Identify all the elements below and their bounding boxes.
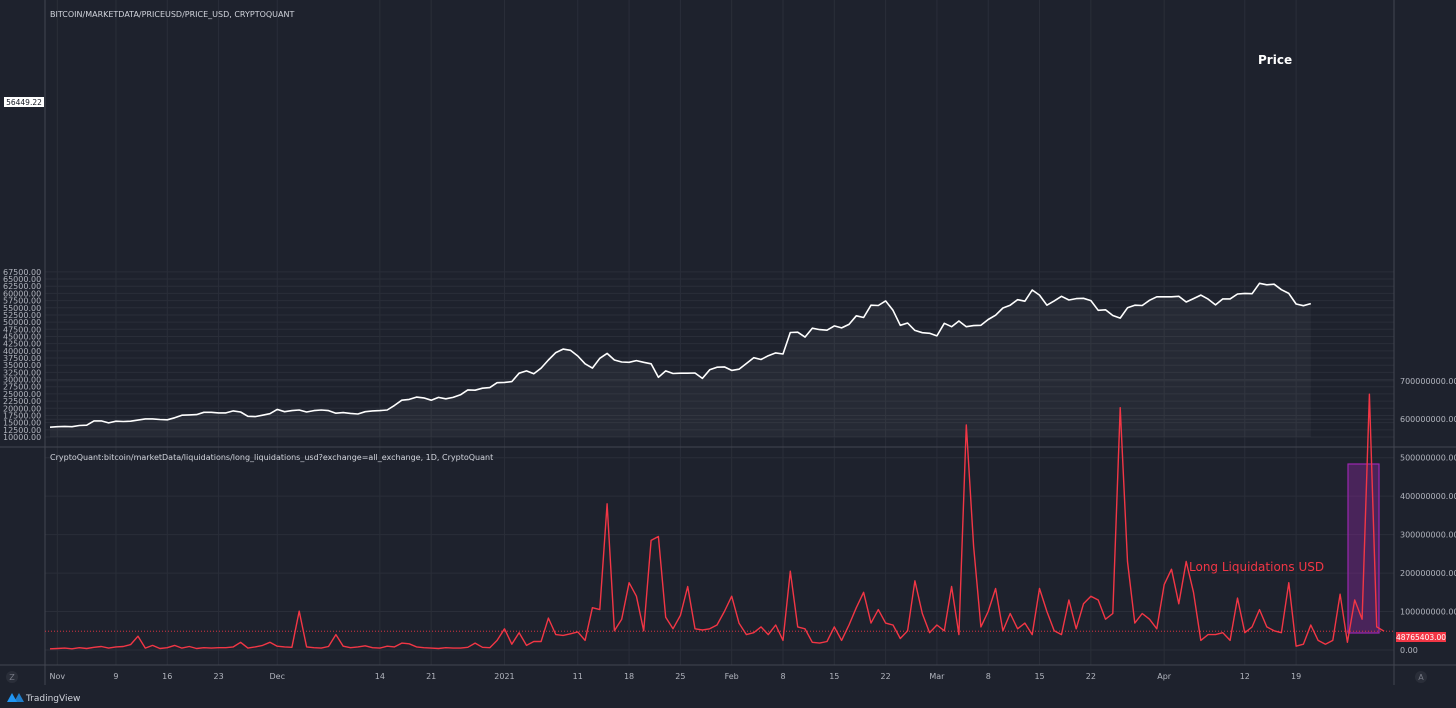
tradingview-brand: TradingView [25,694,80,704]
zoom-left-button[interactable]: Z [6,671,18,683]
time-tick-label: Apr [1157,672,1172,681]
auto-scale-label[interactable]: A [1418,673,1424,682]
liquidation-last-value-badge: 48765403.00 [1396,632,1446,642]
price-axis-labels: 10000.0012500.0015000.0017500.0020000.00… [3,268,41,442]
price-tick-label: 32500.00 [3,368,41,377]
price-tick-label: 37500.00 [3,354,41,363]
liquidation-gridlines [45,380,1394,651]
price-tick-label: 40000.00 [3,347,41,356]
price-tick-label: 60000.00 [3,289,41,298]
liquidation-tick-label: 600000000.00 [1400,415,1456,424]
liquidation-tick-label: 100000000.00 [1400,608,1456,617]
price-tick-label: 57500.00 [3,297,41,306]
price-line [49,282,1312,428]
price-panel-header: BITCOIN/MARKETDATA/PRICEUSD/PRICE_USD, C… [50,10,294,19]
price-tick-label: 52500.00 [3,311,41,320]
liquidation-panel-header: CryptoQuant:bitcoin/marketData/liquidati… [50,453,493,462]
liquidation-last-value-bg [1396,632,1446,642]
tradingview-logo-icon [7,693,17,702]
tradingview-logo-icon-2 [14,693,24,702]
price-tick-label: 15000.00 [3,419,41,428]
price-tick-label: 67500.00 [3,268,41,277]
price-tick-label: 17500.00 [3,411,41,420]
price-tick-label: 62500.00 [3,282,41,291]
time-tick-label: 23 [213,672,223,681]
price-last-value-bg [4,97,44,107]
price-tick-label: 42500.00 [3,340,41,349]
time-tick-label: Dec [269,672,284,681]
liquidation-annotation: Long Liquidations USD [1189,560,1324,574]
price-tick-label: 50000.00 [3,318,41,327]
time-axis-labels: Nov 9 16 23 Dec 14 21 2021 11 18 25 Feb 8 15 22 Mar 8 15 2… [50,672,1302,681]
liquidation-tick-label: 500000000.00 [1400,454,1456,463]
price-last-value-badge: 56449.22 [4,97,44,107]
price-tick-label: 27500.00 [3,383,41,392]
time-tick-label: 16 [162,672,172,681]
time-gridlines [56,0,1297,665]
liquidation-last-value: 48765403.00 [1396,633,1446,642]
liquidation-axis-labels: 0.00 100000000.00 200000000.00 300000000.00… [1400,377,1456,655]
time-tick-label: 8 [780,672,785,681]
zoom-left-label[interactable]: Z [9,673,15,682]
price-gridlines [45,271,1394,438]
liquidation-tick-label: 400000000.00 [1400,492,1456,501]
liquidation-tick-label: 0.00 [1400,646,1418,655]
time-tick-label: Feb [725,672,739,681]
price-tick-label: 10000.00 [3,433,41,442]
time-tick-label: 19 [1291,672,1301,681]
price-tick-label: 30000.00 [3,376,41,385]
time-tick-label: Mar [929,672,945,681]
time-tick-label: 15 [1034,672,1044,681]
long-liquidations-line [49,393,1385,650]
time-tick-label: 9 [113,672,118,681]
time-tick-label: 25 [675,672,685,681]
zoom-left-bg[interactable] [6,671,18,683]
price-tick-label: 45000.00 [3,332,41,341]
time-tick-label: 22 [881,672,891,681]
price-area-fill [50,283,1311,437]
price-tick-label: 65000.00 [3,275,41,284]
price-tick-label: 20000.00 [3,404,41,413]
time-tick-label: Nov [50,672,66,681]
price-tick-label: 25000.00 [3,390,41,399]
time-tick-label: 8 [986,672,991,681]
liquidation-tick-label: 200000000.00 [1400,569,1456,578]
time-tick-label: 21 [426,672,436,681]
price-tick-label: 35000.00 [3,361,41,370]
price-tick-label: 22500.00 [3,397,41,406]
time-tick-label: 18 [624,672,634,681]
price-tick-label: 55000.00 [3,304,41,313]
time-tick-label: 12 [1240,672,1250,681]
time-tick-label: 11 [573,672,583,681]
price-last-value: 56449.22 [6,98,42,107]
liquidation-tick-label: 300000000.00 [1400,531,1456,540]
price-tick-label: 12500.00 [3,426,41,435]
price-tick-label: 47500.00 [3,325,41,334]
liquidation-tick-label: 700000000.00 [1400,377,1456,386]
time-tick-label: 14 [375,672,385,681]
auto-scale-button[interactable]: A [1415,671,1427,683]
tradingview-logo[interactable]: TradingView [7,693,80,704]
time-tick-label: 2021 [494,672,514,681]
time-tick-label: 15 [829,672,839,681]
price-annotation: Price [1258,53,1292,67]
time-tick-label: 22 [1086,672,1096,681]
auto-scale-bg[interactable] [1415,671,1427,683]
